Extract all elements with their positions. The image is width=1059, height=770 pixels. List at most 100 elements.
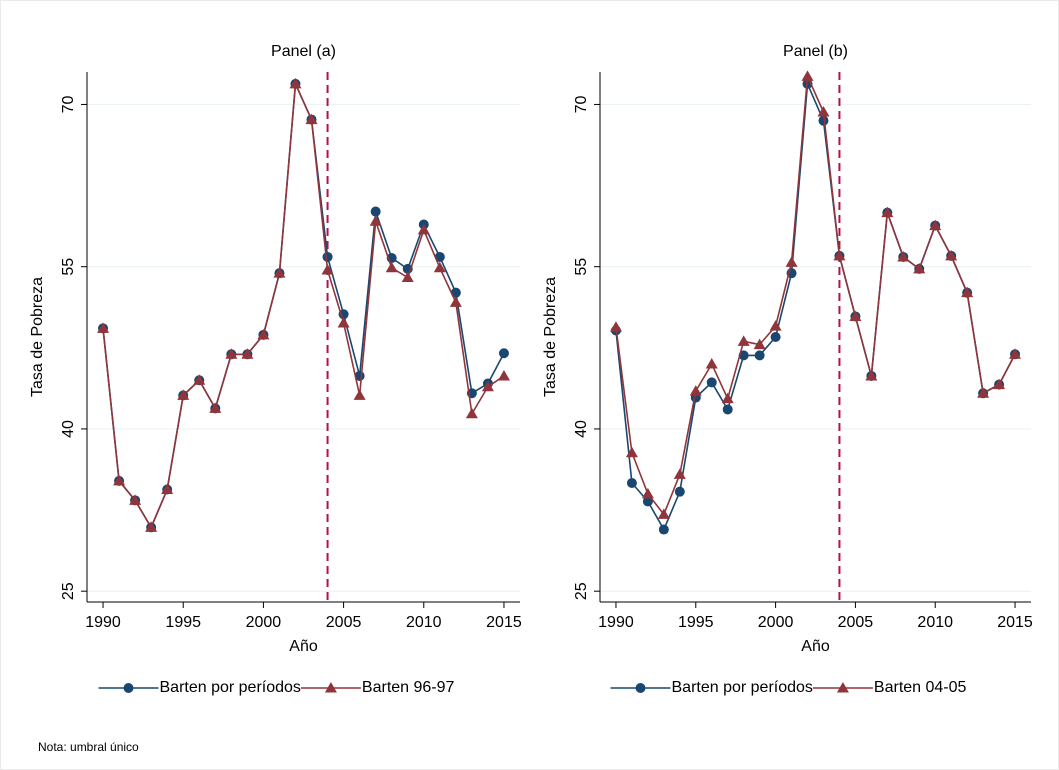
triangle-marker [913,262,926,274]
triangle-marker [849,310,862,321]
y-tick-label: 40 [60,420,77,438]
triangle-marker [273,267,286,278]
triangle-marker [385,261,398,273]
y-tick-label: 40 [573,420,590,438]
triangle-marker [961,286,974,298]
y-tick-label: 25 [573,582,590,600]
series-line [615,73,1016,516]
triangle-marker [897,250,910,262]
x-tick-label: 1990 [85,614,121,631]
triangle-marker [193,374,206,385]
circle-marker [818,115,829,126]
circle-marker [770,332,781,342]
y-tick-label: 70 [60,95,77,113]
panel-title: Panel (a) [271,43,336,60]
circle-marker [434,251,445,262]
triangle-marker [129,494,142,505]
triangle-marker [209,402,222,413]
circle-marker [674,486,685,497]
x-tick-label: 2005 [838,614,874,631]
triangle-marker [881,206,894,218]
triangle-marker [321,263,334,275]
triangle-marker [417,223,430,235]
triangle-marker [1009,348,1022,359]
x-tick-label: 1990 [598,614,634,631]
triangle-marker [497,369,510,381]
panel-title: Panel (b) [783,43,848,60]
triangle-marker [977,387,990,398]
circle-marker [626,478,637,489]
y-axis-title: Tasa de Pobreza [29,277,46,397]
triangle-marker [737,335,750,346]
triangle-marker [401,271,414,283]
x-axis-title: Año [289,638,318,655]
triangle-marker [433,261,446,273]
legend-label: Barten 04-05 [874,679,967,696]
triangle-marker [625,446,638,458]
y-tick-label: 55 [60,258,77,276]
triangle-marker [305,113,318,125]
triangle-marker [769,320,782,331]
triangle-marker [481,380,494,392]
triangle-marker [609,321,622,332]
triangle-marker [993,378,1006,390]
circle-marker [754,350,765,361]
x-tick-label: 2000 [246,614,282,631]
circle-marker [498,348,509,359]
legend-marker [324,682,337,693]
circle-marker [642,496,653,507]
note: Nota: umbral único [38,740,139,754]
triangle-marker [833,249,846,261]
triangle-marker [865,369,878,381]
triangle-marker [449,296,462,307]
circle-marker [370,206,381,217]
triangle-marker [161,483,174,495]
triangle-marker [257,328,270,340]
circle-marker [322,251,333,262]
triangle-marker [369,215,382,226]
circle-marker [706,377,717,388]
triangle-marker [289,77,302,89]
triangle-marker [177,389,190,400]
triangle-marker [465,407,478,419]
triangle-marker [97,322,110,333]
x-tick-label: 2015 [997,614,1033,631]
triangle-marker [337,316,350,328]
triangle-marker [753,338,766,350]
triangle-marker [241,348,254,359]
triangle-marker [817,106,830,117]
triangle-marker [657,508,670,519]
triangle-marker [705,358,718,369]
legend-marker [123,683,134,693]
triangle-marker [673,468,686,479]
circle-marker [722,404,733,415]
triangle-marker [353,389,366,400]
legend-label: Barten por períodos [160,679,301,696]
legend-label: Barten por períodos [672,679,813,696]
x-tick-label: 2015 [486,614,522,631]
legend-marker [836,682,849,693]
triangle-marker [721,392,734,404]
x-tick-label: 2005 [326,614,362,631]
y-tick-label: 70 [573,95,590,113]
legend-label: Barten 96-97 [362,679,455,696]
x-axis-title: Año [801,638,830,655]
series-line [102,80,505,530]
triangle-marker [801,70,814,81]
x-tick-label: 1995 [165,614,201,631]
x-tick-label: 1995 [678,614,714,631]
circle-marker [658,524,669,535]
triangle-marker [945,249,958,261]
triangle-marker [113,474,126,486]
triangle-marker [225,348,238,359]
triangle-marker [929,219,942,231]
y-tick-label: 25 [60,582,77,600]
triangle-marker [641,487,654,499]
x-tick-label: 2000 [758,614,794,631]
x-tick-label: 2010 [406,614,442,631]
triangle-marker [145,521,158,532]
triangle-marker [785,256,798,267]
y-axis-title: Tasa de Pobreza [542,277,559,397]
